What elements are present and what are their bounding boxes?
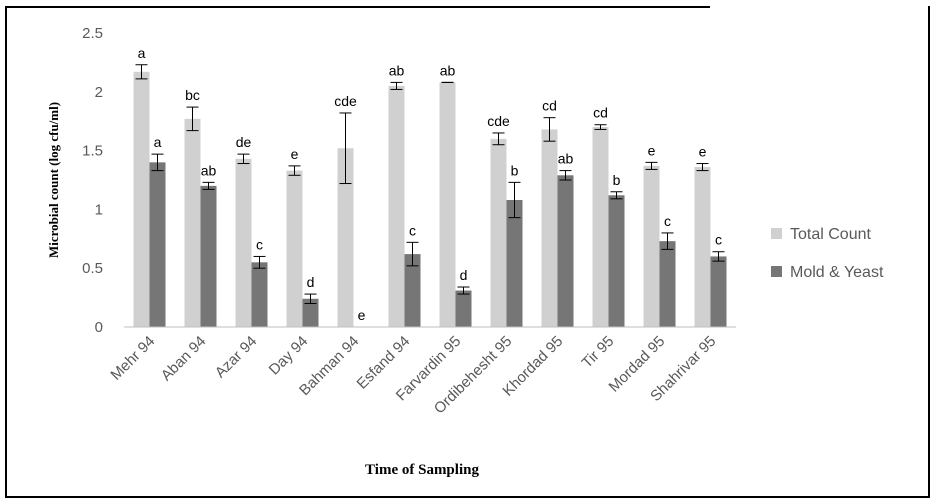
bar (235, 158, 252, 327)
significance-label: e (291, 146, 299, 162)
significance-label: c (715, 232, 722, 248)
significance-label: ab (201, 162, 217, 178)
significance-label: d (460, 267, 468, 283)
significance-label: c (409, 222, 416, 238)
bar (200, 185, 217, 327)
x-tick-label: Aban 94 (158, 333, 210, 385)
significance-label: ab (389, 62, 405, 78)
bar (184, 118, 201, 328)
bar (337, 148, 354, 327)
significance-label: de (236, 134, 252, 150)
significance-label: a (154, 134, 162, 150)
bar (643, 165, 660, 327)
x-axis-title: Time of Sampling (365, 462, 479, 478)
significance-label: d (307, 274, 315, 290)
y-tick-label: 2 (95, 84, 103, 101)
figure-top-border (5, 6, 710, 8)
bar (608, 195, 625, 327)
x-tick-label: Tir 95 (579, 333, 618, 372)
significance-label: ab (558, 151, 574, 167)
significance-label: c (664, 213, 671, 229)
significance-label: cd (593, 105, 608, 121)
bar (592, 127, 609, 327)
significance-label: bc (185, 87, 200, 103)
bar (455, 290, 472, 327)
legend-label: Mold & Yeast (790, 264, 884, 281)
significance-label: e (648, 142, 656, 158)
bar (541, 129, 558, 327)
significance-label: cde (334, 93, 357, 109)
legend-swatch (771, 228, 782, 239)
significance-label: cde (487, 113, 510, 129)
bar (133, 71, 150, 327)
x-tick-label: Day 94 (266, 333, 312, 379)
bar (404, 254, 421, 327)
bar (286, 170, 303, 327)
bar (439, 82, 456, 327)
x-tick-label: Mehr 94 (107, 333, 158, 384)
y-tick-label: 0.5 (82, 260, 103, 277)
significance-label: b (613, 172, 621, 188)
y-tick-label: 1.5 (82, 143, 103, 160)
y-axis-title: Microbial count (log cfu/ml) (46, 102, 61, 258)
bar (506, 199, 523, 327)
y-tick-label: 0 (95, 319, 103, 336)
significance-label: c (256, 236, 263, 252)
bar (302, 298, 319, 327)
significance-label: a (138, 45, 146, 61)
bar (557, 175, 574, 327)
bar (251, 262, 268, 327)
y-axis-ticks: 0 0.5 1 1.5 2 2.5 (82, 25, 103, 336)
legend-swatch (771, 266, 782, 277)
significance-label: b (511, 162, 519, 178)
significance-label: e (699, 144, 707, 160)
bar (388, 85, 405, 327)
bar (149, 162, 166, 327)
significance-label: ab (440, 62, 456, 78)
y-tick-label: 2.5 (82, 25, 103, 42)
figure-frame (5, 6, 930, 498)
legend: Total Count Mold & Yeast (771, 226, 884, 281)
bar (694, 167, 711, 327)
significance-label: cd (542, 98, 557, 114)
significance-label: e (358, 307, 366, 323)
legend-label: Total Count (790, 226, 871, 243)
bar (659, 241, 676, 327)
bar (710, 256, 727, 327)
y-tick-label: 1 (95, 201, 103, 218)
x-tick-label: Azar 94 (212, 333, 261, 382)
bar (490, 138, 507, 327)
